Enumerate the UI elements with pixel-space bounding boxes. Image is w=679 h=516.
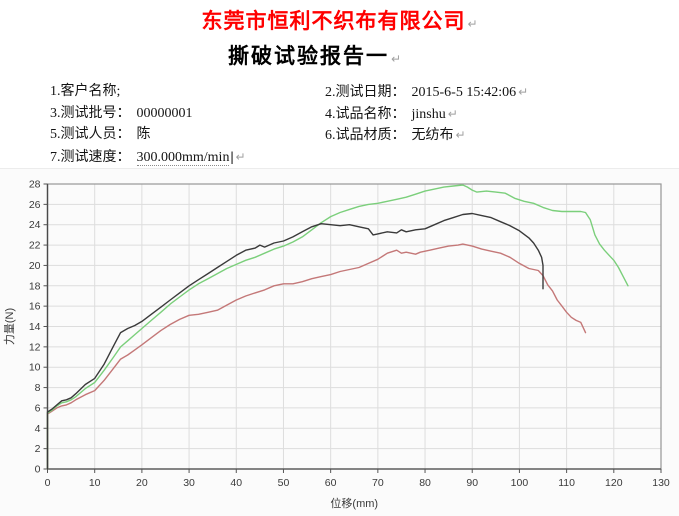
x-tick-label: 60 <box>325 477 337 489</box>
y-tick-label: 8 <box>35 382 41 394</box>
y-tick-label: 24 <box>29 219 41 231</box>
field-test-speed: 7.测试速度： 300.000mm/min| ↵ <box>50 147 325 169</box>
field-row-3: 5.测试人员： 陈 6.试品材质： 无纺布 ↵ <box>0 125 679 147</box>
x-tick-label: 110 <box>558 477 575 489</box>
field-value: 陈 <box>136 127 151 142</box>
x-axis-title: 位移(mm) <box>330 496 378 510</box>
company-title: 东莞市恒利不织布有限公司 ↵ <box>0 5 679 35</box>
field-sample-name: 4.试品名称： jinshu ↵ <box>325 104 679 126</box>
force-displacement-chart: 0 10 20 30 40 50 60 70 80 90 100 110 120 130 0 2 4 6 8 10 12… <box>0 168 679 516</box>
series-specimen-green <box>46 184 629 470</box>
y-tick-label: 6 <box>35 402 41 414</box>
x-tick-label: 130 <box>652 477 670 489</box>
y-tick-label: 12 <box>29 341 41 353</box>
field-batch-number: 3.测试批号： 00000001 <box>50 104 325 126</box>
x-tick-label: 50 <box>278 477 290 489</box>
report-fields: 1.客户名称; 2.测试日期： 2015-6-5 15:42:06 ↵ 3.测试批号… <box>0 82 679 168</box>
y-tick-label: 2 <box>35 443 41 455</box>
field-customer-name: 1.客户名称; <box>50 82 325 104</box>
field-sample-material: 6.试品材质： 无纺布 ↵ <box>325 125 679 147</box>
field-label: 4.试品名称： <box>325 106 406 122</box>
x-tick-label: 100 <box>511 477 529 489</box>
y-tick-label: 26 <box>29 199 41 211</box>
field-label: 7.测试速度： <box>50 149 131 165</box>
paragraph-mark-icon: ↵ <box>447 106 458 121</box>
x-tick-label: 10 <box>89 477 101 489</box>
report-title: 撕破试验报告一 ↵ <box>0 40 654 70</box>
company-title-text: 东莞市恒利不织布有限公司 <box>201 9 466 33</box>
chart-canvas: 0 10 20 30 40 50 60 70 80 90 100 110 120 130024681012… <box>3 179 670 511</box>
field-row-2: 3.测试批号： 00000001 4.试品名称： jinshu ↵ <box>0 104 679 126</box>
x-tick-label: 120 <box>605 477 623 489</box>
series-specimen-red <box>46 243 587 470</box>
field-tester: 5.测试人员： 陈 <box>50 125 325 147</box>
field-row-4: 7.测试速度： 300.000mm/min| ↵ <box>0 147 679 169</box>
x-tick-label: 20 <box>136 477 148 489</box>
text-cursor[interactable]: | <box>230 149 234 165</box>
field-row-1: 1.客户名称; 2.测试日期： 2015-6-5 15:42:06 ↵ <box>0 82 679 104</box>
y-tick-label: 22 <box>29 240 41 252</box>
field-value: 00000001 <box>136 105 193 121</box>
x-tick-label: 90 <box>466 477 478 489</box>
x-tick-label: 80 <box>419 477 431 489</box>
field-label: 5.测试人员： <box>50 127 131 142</box>
y-tick-label: 20 <box>29 260 41 272</box>
y-tick-label: 18 <box>29 280 41 292</box>
field-value: 无纺布 <box>411 128 454 143</box>
field-label: 3.测试批号： <box>50 105 131 121</box>
field-value: 2015-6-5 15:42:06 <box>411 85 517 100</box>
report-title-text: 撕破试验报告一 <box>227 44 389 68</box>
x-tick-label: 40 <box>230 477 242 489</box>
paragraph-mark-icon: ↵ <box>235 149 246 164</box>
x-tick-label: 70 <box>372 477 384 489</box>
paragraph-mark-icon: ↵ <box>455 128 466 142</box>
paragraph-mark-icon: ↵ <box>390 52 402 66</box>
y-tick-label: 4 <box>35 423 41 435</box>
y-tick-label: 28 <box>29 179 41 191</box>
series-specimen-black <box>46 212 544 470</box>
y-tick-label: 10 <box>29 362 41 374</box>
y-tick-label: 0 <box>35 464 41 476</box>
paragraph-mark-icon: ↵ <box>518 85 529 99</box>
field-label: 6.试品材质： <box>325 128 406 143</box>
y-tick-label: 14 <box>29 321 41 333</box>
y-tick-label: 16 <box>29 301 41 313</box>
paragraph-mark-icon: ↵ <box>467 17 478 31</box>
field-value[interactable]: 300.000mm/min <box>136 149 230 166</box>
field-value: jinshu <box>411 106 446 122</box>
x-tick-label: 0 <box>45 477 51 489</box>
field-test-date: 2.测试日期： 2015-6-5 15:42:06 ↵ <box>325 82 679 104</box>
field-label: 1.客户名称; <box>50 84 121 99</box>
y-axis-title: 力量(N) <box>3 308 16 345</box>
x-tick-label: 30 <box>183 477 195 489</box>
field-label: 2.测试日期： <box>325 85 406 100</box>
